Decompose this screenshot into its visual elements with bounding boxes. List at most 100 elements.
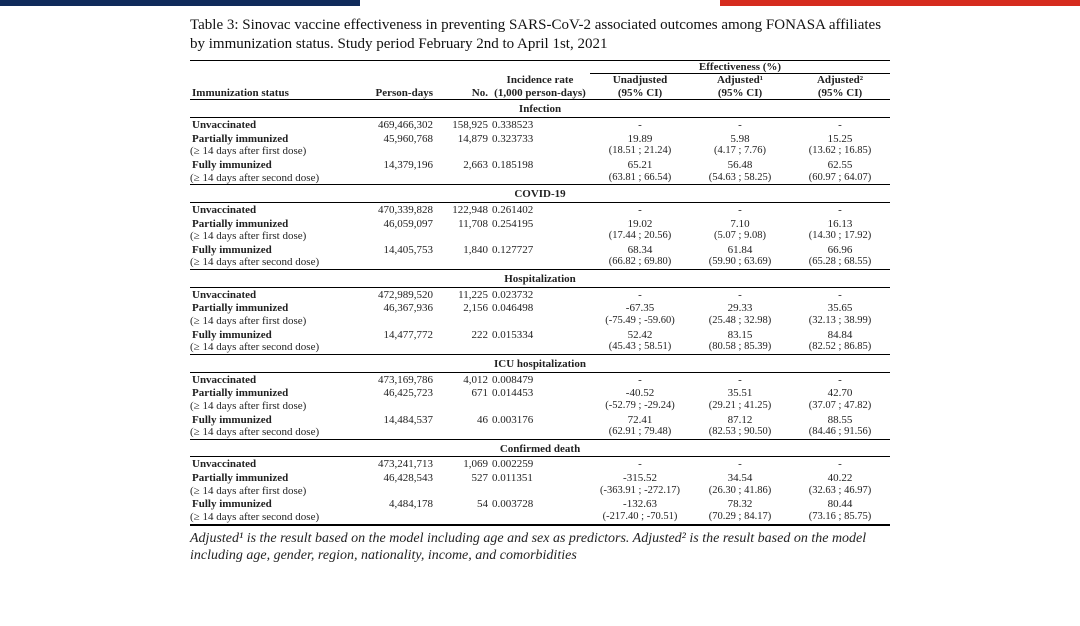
- cell-unadj-ci: (63.81 ; 66.54): [590, 172, 690, 185]
- table-row: Unvaccinated473,241,7131,0690.002259---: [190, 457, 890, 471]
- cell-adj1: 5.98: [690, 132, 790, 146]
- cell-adj1-ci: (54.63 ; 58.25): [690, 172, 790, 185]
- table-row: Fully immunized14,379,1962,6630.18519865…: [190, 158, 890, 172]
- cell-no: 2,663: [435, 158, 490, 172]
- cell-rate: 0.254195: [490, 217, 590, 231]
- cell-status-sub: (≥ 14 days after first dose): [190, 400, 350, 413]
- section-title: Hospitalization: [190, 270, 890, 287]
- hdr-rate-bot: (1,000 person-days): [490, 87, 590, 100]
- section-title-row: ICU hospitalization: [190, 355, 890, 372]
- cell-unadj-ci: (18.51 ; 21.24): [590, 145, 690, 158]
- table-row-ci: (≥ 14 days after first dose)(-52.79 ; -2…: [190, 400, 890, 413]
- cell-person-days: 46,428,543: [350, 471, 435, 485]
- hdr-rate-top: Incidence rate: [490, 74, 590, 87]
- cell-rate: 0.127727: [490, 243, 590, 257]
- cell-rate: 0.003728: [490, 497, 590, 511]
- cell-status-sub: (≥ 14 days after first dose): [190, 145, 350, 158]
- table-row: Fully immunized4,484,178540.003728-132.6…: [190, 497, 890, 511]
- cell-rate: 0.323733: [490, 132, 590, 146]
- section-title: COVID-19: [190, 185, 890, 202]
- section-title: Confirmed death: [190, 440, 890, 457]
- cell-adj1-ci: (80.58 ; 85.39): [690, 341, 790, 354]
- topbar-seg-2: [360, 0, 720, 6]
- table-row: Partially immunized46,059,09711,7080.254…: [190, 217, 890, 231]
- cell-adj2: -: [790, 457, 890, 471]
- cell-unadj: -: [590, 203, 690, 217]
- table-caption: Table 3: Sinovac vaccine effectiveness i…: [190, 16, 890, 54]
- cell-unadj: -132.63: [590, 497, 690, 511]
- table-row: Unvaccinated472,989,52011,2250.023732---: [190, 288, 890, 302]
- cell-unadj-ci: (62.91 ; 79.48): [590, 426, 690, 439]
- cell-adj2-ci: (84.46 ; 91.56): [790, 426, 890, 439]
- cell-adj2-ci: (37.07 ; 47.82): [790, 400, 890, 413]
- cell-status-sub: (≥ 14 days after second dose): [190, 172, 350, 185]
- cell-adj2: 80.44: [790, 497, 890, 511]
- table-row: Fully immunized14,405,7531,8400.12772768…: [190, 243, 890, 257]
- cell-unadj: -40.52: [590, 386, 690, 400]
- cell-unadj: 72.41: [590, 413, 690, 427]
- cell-rate: 0.003176: [490, 413, 590, 427]
- cell-person-days: 4,484,178: [350, 497, 435, 511]
- table-row: Partially immunized46,367,9362,1560.0464…: [190, 301, 890, 315]
- rule-bottom: [190, 525, 890, 526]
- section-title: ICU hospitalization: [190, 355, 890, 372]
- cell-unadj-ci: (-363.91 ; -272.17): [590, 485, 690, 498]
- table-row-ci: (≥ 14 days after second dose) (62.91 ; 79…: [190, 426, 890, 439]
- cell-person-days: 46,425,723: [350, 386, 435, 400]
- table-row-ci: (≥ 14 days after first dose) (18.51 ; 21.…: [190, 145, 890, 158]
- cell-adj2: 35.65: [790, 301, 890, 315]
- table-row: Partially immunized46,428,5435270.011351…: [190, 471, 890, 485]
- cell-status-sub: (≥ 14 days after first dose): [190, 230, 350, 243]
- cell-unadj-ci: (-217.40 ; -70.51): [590, 511, 690, 524]
- cell-adj1: -: [690, 118, 790, 132]
- cell-status: Partially immunized: [190, 386, 350, 400]
- cell-adj1-ci: (82.53 ; 90.50): [690, 426, 790, 439]
- cell-status: Unvaccinated: [190, 203, 350, 217]
- cell-rate: 0.046498: [490, 301, 590, 315]
- section-title-row: Confirmed death: [190, 440, 890, 457]
- cell-rate: 0.015334: [490, 328, 590, 342]
- cell-adj1: 7.10: [690, 217, 790, 231]
- cell-status: Partially immunized: [190, 217, 350, 231]
- table-row-ci: (≥ 14 days after first dose) (-363.91 ; -…: [190, 485, 890, 498]
- cell-no: 11,225: [435, 288, 490, 302]
- cell-unadj: -: [590, 457, 690, 471]
- cell-person-days: 473,241,713: [350, 457, 435, 471]
- cell-adj1: 83.15: [690, 328, 790, 342]
- cell-unadj-ci: (17.44 ; 20.56): [590, 230, 690, 243]
- cell-status-sub: (≥ 14 days after second dose): [190, 256, 350, 269]
- hdr-no: No.: [435, 87, 490, 100]
- cell-adj1: -: [690, 203, 790, 217]
- cell-status: Fully immunized: [190, 328, 350, 342]
- data-table: Effectiveness (%) Incidence rate Unadjus…: [190, 61, 890, 525]
- table-row-ci: (≥ 14 days after first dose)(-75.49 ; -5…: [190, 315, 890, 328]
- cell-unadj: 19.89: [590, 132, 690, 146]
- cell-adj2-ci: (14.30 ; 17.92): [790, 230, 890, 243]
- cell-status-sub: (≥ 14 days after second dose): [190, 426, 350, 439]
- cell-adj1: -: [690, 288, 790, 302]
- cell-status: Fully immunized: [190, 413, 350, 427]
- table-sheet: Table 3: Sinovac vaccine effectiveness i…: [190, 16, 890, 565]
- topbar-seg-3: [720, 0, 1080, 6]
- cell-adj1: -: [690, 373, 790, 387]
- hdr-status: Immunization status: [190, 87, 350, 100]
- cell-adj2-ci: (13.62 ; 16.85): [790, 145, 890, 158]
- cell-unadj: -67.35: [590, 301, 690, 315]
- cell-person-days: 46,367,936: [350, 301, 435, 315]
- cell-person-days: 14,405,753: [350, 243, 435, 257]
- cell-adj1: -: [690, 457, 790, 471]
- cell-adj1-ci: (5.07 ; 9.08): [690, 230, 790, 243]
- table-row: Partially immunized46,425,7236710.014453…: [190, 386, 890, 400]
- cell-adj2: 62.55: [790, 158, 890, 172]
- cell-adj2: 84.84: [790, 328, 890, 342]
- header-row-1: Effectiveness (%): [190, 61, 890, 74]
- cell-unadj-ci: (45.43 ; 58.51): [590, 341, 690, 354]
- header-row-2: Incidence rate Unadjusted Adjusted¹ Adju…: [190, 74, 890, 87]
- table-row: Partially immunized45,960,76814,8790.323…: [190, 132, 890, 146]
- cell-adj1: 87.12: [690, 413, 790, 427]
- section-title-row: Infection: [190, 100, 890, 117]
- cell-status: Partially immunized: [190, 132, 350, 146]
- cell-no: 11,708: [435, 217, 490, 231]
- cell-status-sub: (≥ 14 days after first dose): [190, 485, 350, 498]
- cell-status: Unvaccinated: [190, 373, 350, 387]
